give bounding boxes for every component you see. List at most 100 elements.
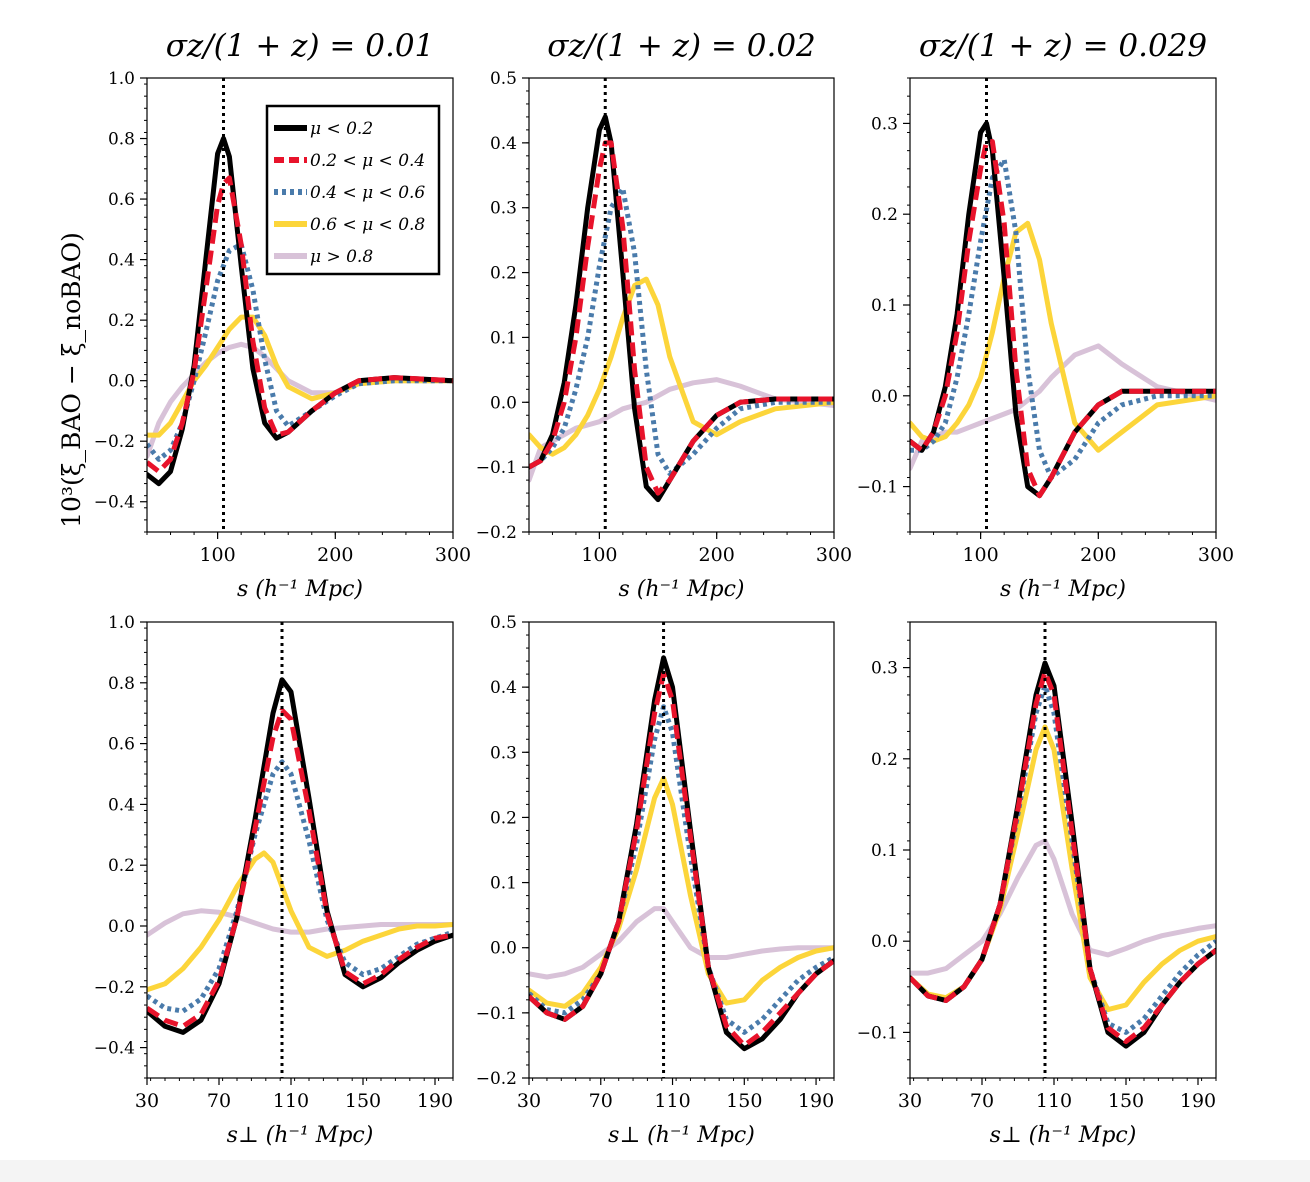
x-tick-label: 70 — [589, 1090, 613, 1112]
y-tick-label: −0.1 — [476, 1004, 517, 1024]
y-tick-label: −0.2 — [94, 978, 135, 998]
legend-label-4: μ > 0.8 — [310, 247, 373, 267]
x-tick-label: 300 — [816, 544, 852, 566]
x-tick-label: 190 — [1180, 1090, 1216, 1112]
x-tick-label: 300 — [1198, 544, 1234, 566]
y-tick-label: −0.2 — [476, 523, 517, 543]
x-axis-label: s⊥ (h⁻¹ Mpc) — [227, 1123, 374, 1148]
y-tick-label: 0.5 — [490, 69, 517, 89]
x-tick-label: 200 — [317, 544, 353, 566]
x-tick-label: 150 — [726, 1090, 762, 1112]
series-line-0 — [529, 114, 834, 503]
y-tick-label: 0.8 — [108, 130, 135, 150]
y-tick-label: 0.0 — [490, 393, 517, 413]
axes-frame — [146, 621, 454, 1079]
y-tick-label: 0.6 — [108, 190, 135, 210]
y-tick-label: 0.1 — [871, 296, 898, 316]
legend-label-2: 0.4 < μ < 0.6 — [310, 183, 425, 203]
y-tick-label: 0.0 — [871, 932, 898, 952]
series-line-2 — [147, 759, 453, 1014]
series-line-4 — [529, 906, 834, 980]
x-tick-label: 300 — [435, 544, 471, 566]
x-axis-label: s (h⁻¹ Mpc) — [237, 577, 363, 602]
x-tick-label: 200 — [699, 544, 735, 566]
x-tick-label: 30 — [517, 1090, 541, 1112]
series-line-1 — [147, 175, 453, 474]
y-tick-label: 0.2 — [490, 264, 517, 284]
series-line-1 — [910, 139, 1216, 499]
series-line-2 — [529, 185, 834, 477]
x-tick-label: 100 — [581, 544, 617, 566]
y-tick-label: 0.1 — [490, 328, 517, 348]
x-tick-label: 150 — [345, 1090, 381, 1112]
y-tick-label: 0.4 — [108, 795, 135, 815]
y-tick-label: 0.0 — [108, 917, 135, 937]
x-tick-label: 100 — [199, 544, 235, 566]
series-line-3 — [529, 775, 834, 1009]
y-tick-label: 0.3 — [490, 199, 517, 219]
x-tick-label: 150 — [1108, 1090, 1144, 1112]
y-tick-label: 0.1 — [871, 841, 898, 861]
y-tick-label: 0.0 — [490, 939, 517, 959]
series-line-4 — [529, 377, 834, 483]
panel-1-2: −0.1 0.0 0.1 0.2 0.3 30 70 110 150 190 s⊥ (h⁻¹ Mpc… — [857, 621, 1217, 1148]
x-axis-label: s⊥ (h⁻¹ Mpc) — [608, 1123, 755, 1148]
y-tick-label: 0.6 — [108, 735, 135, 755]
x-axis-label: s⊥ (h⁻¹ Mpc) — [990, 1123, 1137, 1148]
series-line-1 — [910, 669, 1216, 1044]
x-axis-label: s (h⁻¹ Mpc) — [1000, 577, 1126, 602]
series-line-2 — [529, 704, 834, 1035]
x-tick-label: 200 — [1080, 544, 1116, 566]
x-tick-label: 110 — [654, 1090, 690, 1112]
y-tick-label: 0.3 — [871, 659, 898, 679]
axes-frame — [146, 77, 454, 533]
y-tick-label: −0.2 — [94, 432, 135, 452]
series-line-4 — [910, 838, 1216, 976]
y-tick-label: 0.4 — [108, 251, 135, 271]
axes-frame — [528, 621, 835, 1079]
series-group — [910, 660, 1216, 1049]
x-tick-label: 100 — [962, 544, 998, 566]
x-tick-label: 70 — [970, 1090, 994, 1112]
x-tick-label: 110 — [273, 1090, 309, 1112]
legend-label-1: 0.2 < μ < 0.4 — [310, 151, 425, 171]
y-tick-label: 0.3 — [871, 114, 898, 134]
y-tick-label: −0.4 — [94, 493, 135, 513]
x-tick-label: 30 — [135, 1090, 159, 1112]
y-tick-label: 0.1 — [490, 874, 517, 894]
legend-box — [265, 104, 441, 276]
y-tick-label: 1.0 — [108, 69, 135, 89]
y-tick-label: 0.2 — [871, 750, 898, 770]
y-tick-label: 1.0 — [108, 613, 135, 633]
panel-0-0: −0.4 −0.2 0.0 0.2 0.4 0.6 0.8 1.0 100 200 300 s (h⁻… — [94, 28, 471, 602]
series-line-3 — [910, 220, 1216, 453]
y-tick-label: 0.2 — [108, 856, 135, 876]
panel-title: σz/(1 + z) = 0.029 — [919, 28, 1207, 64]
series-line-0 — [910, 120, 1216, 499]
bottom-strip — [0, 1160, 1310, 1182]
y-tick-label: 0.0 — [108, 372, 135, 392]
y-tick-label: −0.1 — [476, 458, 517, 478]
y-tick-label: 0.0 — [871, 387, 898, 407]
legend: μ < 0.2 0.2 < μ < 0.4 0.4 < μ < 0.6 0.6 < μ… — [265, 104, 441, 276]
series-line-2 — [910, 157, 1216, 480]
panel-title: σz/(1 + z) = 0.02 — [547, 28, 816, 64]
y-tick-label: 0.5 — [490, 613, 517, 633]
series-line-3 — [147, 850, 453, 993]
series-line-1 — [529, 140, 834, 496]
series-group — [147, 136, 453, 487]
series-group — [147, 677, 453, 1035]
series-group — [529, 655, 834, 1052]
x-axis-label: s (h⁻¹ Mpc) — [619, 577, 745, 602]
y-axis-label: 10³(ξ_BAO − ξ_noBAO) — [57, 232, 86, 528]
y-tick-label: 0.2 — [108, 311, 135, 331]
series-line-0 — [910, 660, 1216, 1049]
panel-0-1: −0.2 −0.1 0.0 0.1 0.2 0.3 0.4 0.5 100 200 300 s (h⁻… — [476, 28, 852, 602]
x-tick-label: 190 — [798, 1090, 834, 1112]
series-line-0 — [147, 677, 453, 1035]
x-tick-label: 30 — [898, 1090, 922, 1112]
y-tick-label: 0.4 — [490, 678, 517, 698]
y-tick-label: −0.1 — [857, 478, 898, 498]
panel-title: σz/(1 + z) = 0.01 — [166, 28, 435, 64]
